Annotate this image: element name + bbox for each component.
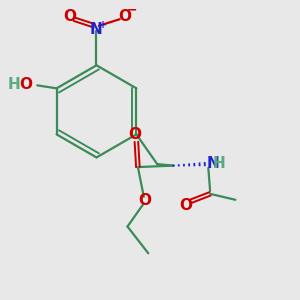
Text: H: H — [8, 77, 21, 92]
Text: O: O — [63, 9, 76, 24]
Text: +: + — [99, 20, 107, 30]
Text: O: O — [118, 9, 131, 24]
Text: O: O — [179, 198, 192, 213]
Text: −: − — [126, 4, 137, 17]
Text: O: O — [138, 193, 151, 208]
Text: O: O — [19, 77, 32, 92]
Text: N: N — [206, 156, 219, 171]
Text: N: N — [90, 22, 103, 37]
Text: O: O — [128, 127, 141, 142]
Text: H: H — [213, 156, 226, 171]
